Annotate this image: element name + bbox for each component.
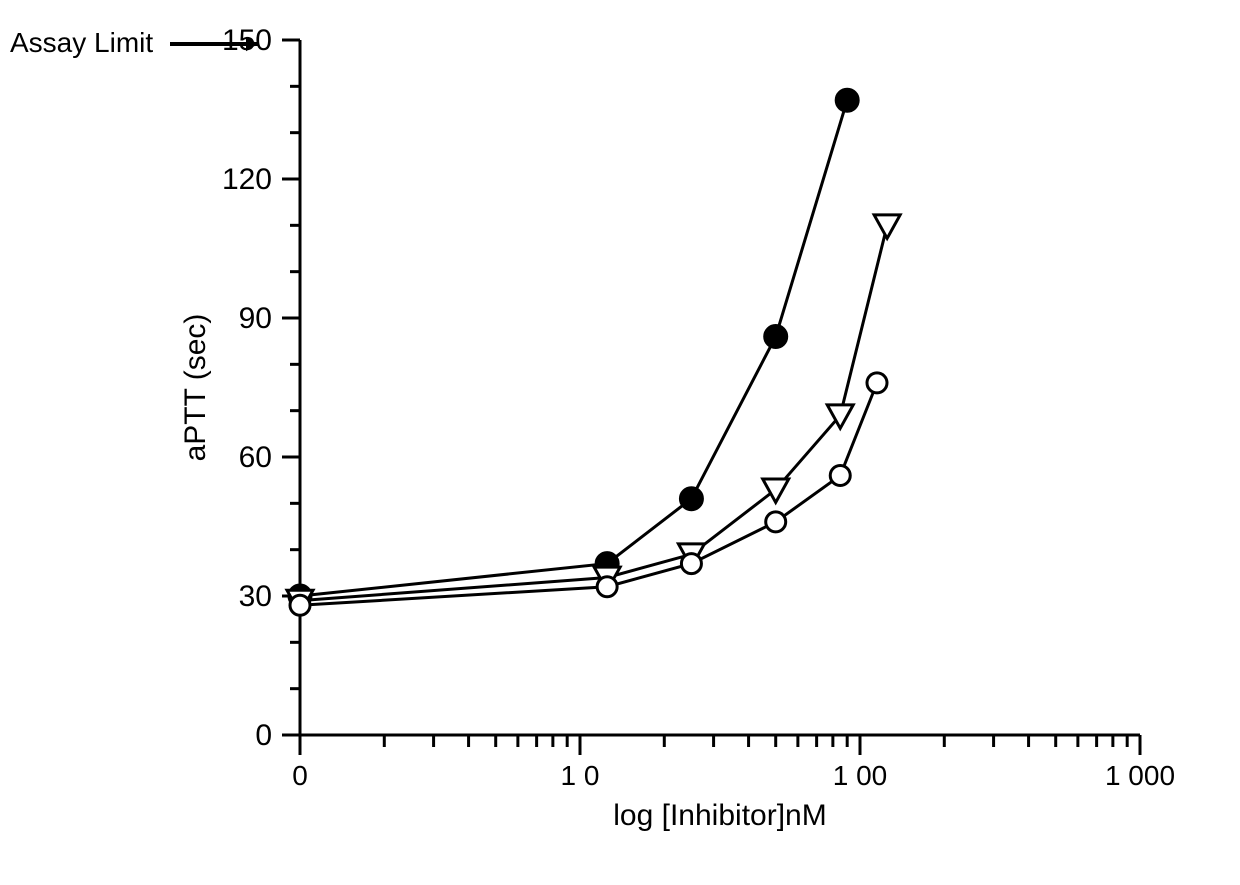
x-tick-label: 1 000: [1105, 760, 1175, 791]
y-tick-label: 90: [239, 302, 272, 335]
assay-limit-label: Assay Limit: [10, 27, 153, 58]
marker-open-circle: [830, 466, 850, 486]
y-tick-label: 30: [239, 580, 272, 613]
marker-filled-circle: [836, 89, 858, 111]
marker-open-circle: [867, 373, 887, 393]
x-tick-label: 0: [292, 760, 308, 791]
y-tick-label: 0: [255, 719, 272, 752]
marker-open-circle: [766, 512, 786, 532]
x-tick-label: 1 0: [561, 760, 600, 791]
chart-container: 030609012015001 01 001 000aPTT (sec)log …: [0, 0, 1240, 885]
marker-filled-circle: [680, 488, 702, 510]
x-axis-label: log [Inhibitor]nM: [613, 799, 826, 832]
y-tick-label: 60: [239, 441, 272, 474]
chart-svg: 030609012015001 01 001 000aPTT (sec)log …: [0, 0, 1240, 885]
x-tick-label: 1 00: [833, 760, 888, 791]
y-tick-label: 120: [222, 163, 272, 196]
marker-open-circle: [290, 595, 310, 615]
y-axis-label: aPTT (sec): [179, 314, 212, 462]
marker-open-circle: [681, 554, 701, 574]
marker-open-circle: [597, 577, 617, 597]
marker-filled-circle: [765, 326, 787, 348]
